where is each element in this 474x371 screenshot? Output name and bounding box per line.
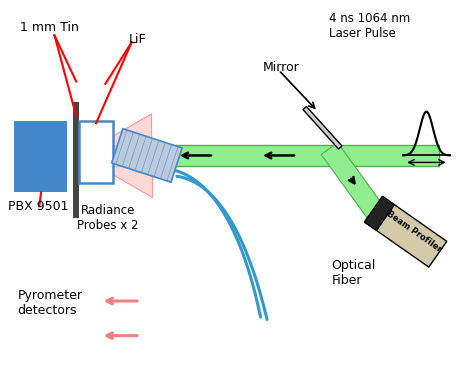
Polygon shape bbox=[321, 142, 386, 221]
Text: 4 ns 1064 nm
Laser Pulse: 4 ns 1064 nm Laser Pulse bbox=[329, 12, 410, 40]
Bar bbox=[14, 121, 67, 193]
Text: Radiance
Probes x 2: Radiance Probes x 2 bbox=[77, 204, 138, 232]
Text: 1 mm Tin: 1 mm Tin bbox=[20, 22, 79, 35]
Text: PBX 9501: PBX 9501 bbox=[9, 200, 69, 213]
Bar bbox=[80, 121, 113, 183]
Bar bbox=[79, 145, 439, 165]
Polygon shape bbox=[80, 155, 152, 197]
Polygon shape bbox=[303, 106, 342, 149]
Bar bbox=[73, 102, 79, 218]
Polygon shape bbox=[365, 196, 447, 267]
Text: Pyrometer
detectors: Pyrometer detectors bbox=[18, 289, 82, 318]
Text: Beam Profiler: Beam Profiler bbox=[385, 209, 443, 254]
Text: Mirror: Mirror bbox=[263, 61, 299, 74]
Polygon shape bbox=[365, 196, 394, 230]
Text: LiF: LiF bbox=[128, 33, 146, 46]
Polygon shape bbox=[80, 114, 152, 155]
Polygon shape bbox=[112, 129, 182, 182]
Text: Optical
Fiber: Optical Fiber bbox=[332, 259, 376, 288]
